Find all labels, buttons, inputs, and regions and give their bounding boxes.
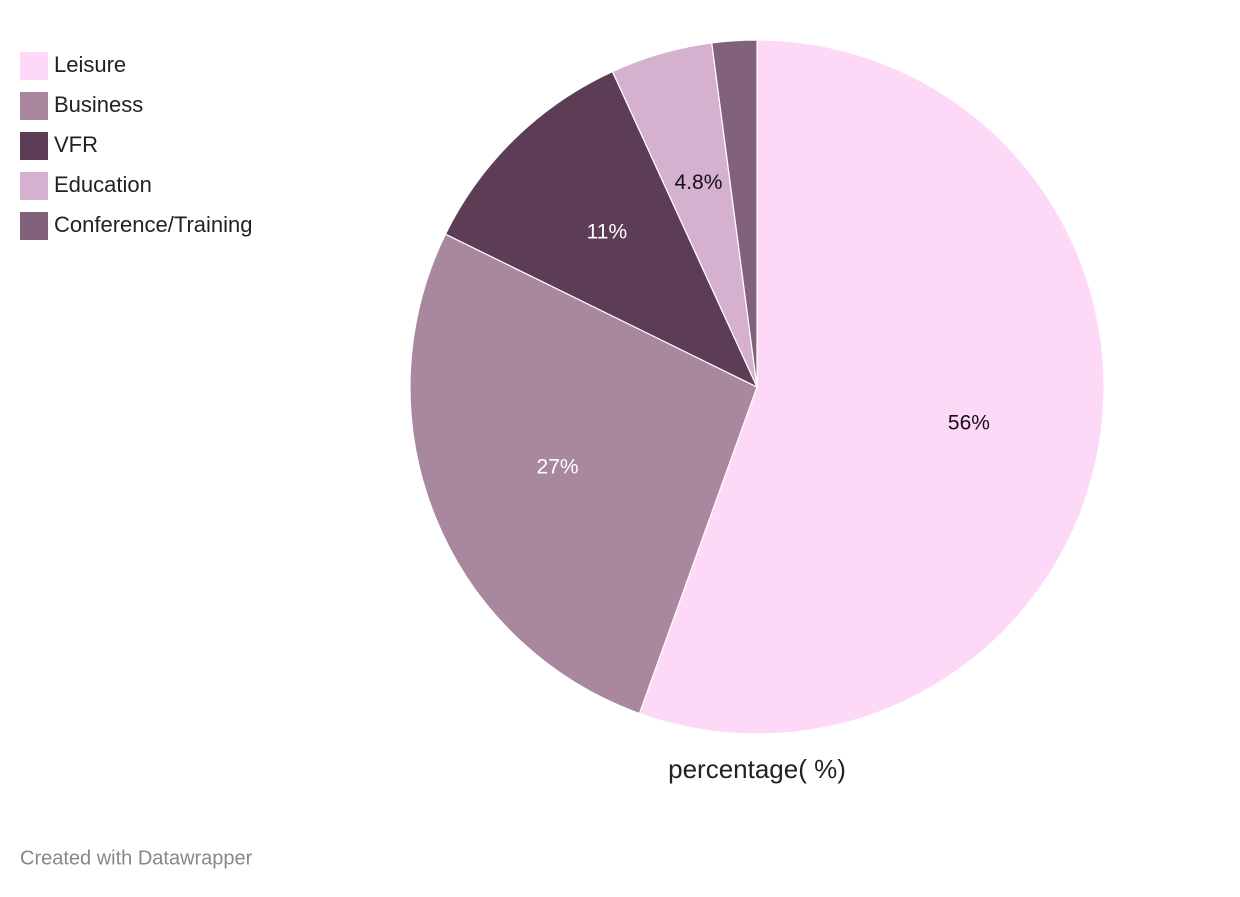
legend-swatch — [20, 92, 48, 120]
legend-label: Education — [54, 172, 152, 197]
legend-swatch — [20, 52, 48, 80]
pie-label: percentage( %) — [668, 754, 846, 784]
slice-label: 27% — [537, 455, 579, 478]
pie-slice — [444, 70, 759, 389]
legend-label: Business — [54, 92, 143, 117]
pie-slice — [711, 39, 758, 388]
legend-swatch — [20, 172, 48, 200]
slice-label: 11% — [587, 220, 627, 243]
legend-swatch — [20, 132, 48, 160]
legend-label: Conference/Training — [54, 212, 253, 237]
legend-swatch — [20, 212, 48, 240]
credit: Created with Datawrapper — [20, 847, 253, 869]
pie-slice — [409, 233, 758, 715]
slice-label: 56% — [948, 412, 990, 435]
legend-label: VFR — [54, 132, 98, 157]
legend-label: Leisure — [54, 52, 126, 77]
slice-label: 4.8% — [675, 171, 723, 194]
pie-slice — [638, 39, 1105, 735]
